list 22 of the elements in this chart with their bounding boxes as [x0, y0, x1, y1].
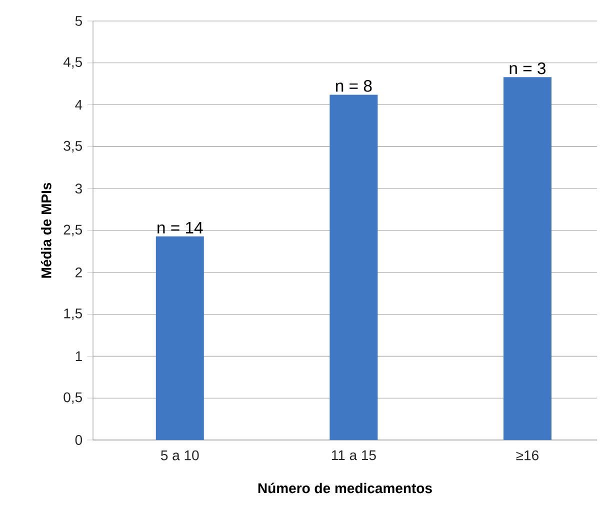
x-tick-label: 11 a 15 [332, 450, 376, 460]
y-tick-label: 0 [75, 435, 82, 445]
y-tick-label: 4,5 [63, 57, 82, 69]
y-tick-label: 5 [75, 16, 82, 26]
x-axis-title: Número de medicamentos [258, 482, 432, 494]
y-tick-label: 0,5 [64, 392, 82, 404]
y-tick-label: 1 [76, 351, 82, 362]
annotation: n = 3 [510, 62, 546, 74]
bar [156, 236, 204, 440]
x-tick-label: 5 a 10 [161, 450, 199, 460]
y-tick-label: 3,5 [64, 140, 82, 152]
y-tick-label: 2 [76, 268, 82, 278]
y-axis-title: Média de MPIs [40, 182, 52, 278]
y-tick-label: 3 [75, 184, 82, 194]
y-tick-label: 1,5 [64, 308, 82, 320]
annotation: n = 14 [158, 222, 203, 234]
x-tick-label: ≥16 [516, 450, 538, 460]
bar [330, 94, 378, 440]
annotation: n = 8 [336, 80, 372, 92]
bar [503, 77, 552, 440]
y-tick-label: 2,5 [64, 224, 82, 236]
y-tick-label: 4 [75, 100, 82, 110]
